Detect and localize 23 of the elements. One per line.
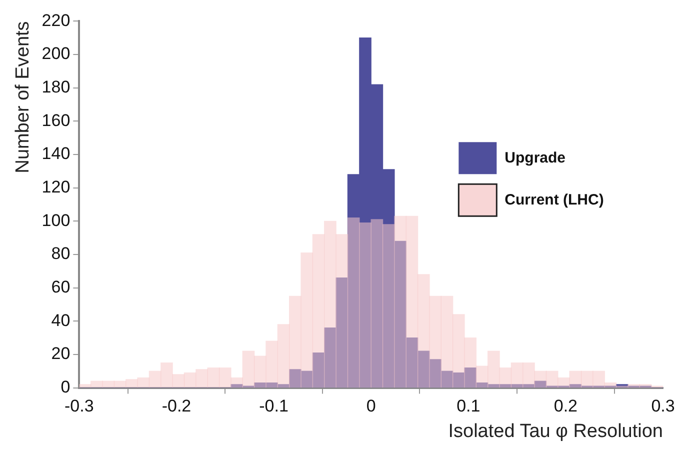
y-tick-label: 120	[42, 178, 70, 197]
y-tick-label: 40	[51, 310, 70, 330]
y-tick-label: 80	[51, 244, 70, 264]
x-tick-label: 0.1	[456, 396, 480, 416]
legend-label: Upgrade	[504, 149, 566, 166]
y-tick-label: 140	[42, 144, 70, 164]
x-tick-label: 0	[366, 396, 376, 416]
x-axis-title: Isolated Tau φ Resolution	[448, 420, 663, 442]
x-tick-label: -0.3	[64, 396, 94, 416]
x-tick-label: 0.3	[651, 396, 675, 416]
y-tick-label: 160	[42, 110, 70, 130]
x-tick-label: -0.1	[259, 396, 288, 416]
y-axis-title: Number of Events	[12, 21, 34, 174]
x-tick-label: -0.2	[162, 396, 192, 416]
y-tick-label: 180	[42, 78, 70, 97]
y-tick-label: 0	[60, 377, 70, 396]
y-tick-label: 200	[42, 44, 70, 64]
y-tick-label: 20	[51, 344, 70, 364]
x-tick-label: 0.2	[554, 396, 578, 416]
y-tick-label: 220	[42, 10, 70, 30]
y-tick-label: 100	[42, 210, 70, 230]
legend-label: Current (LHC)	[504, 191, 604, 208]
y-tick-label: 60	[51, 278, 70, 297]
